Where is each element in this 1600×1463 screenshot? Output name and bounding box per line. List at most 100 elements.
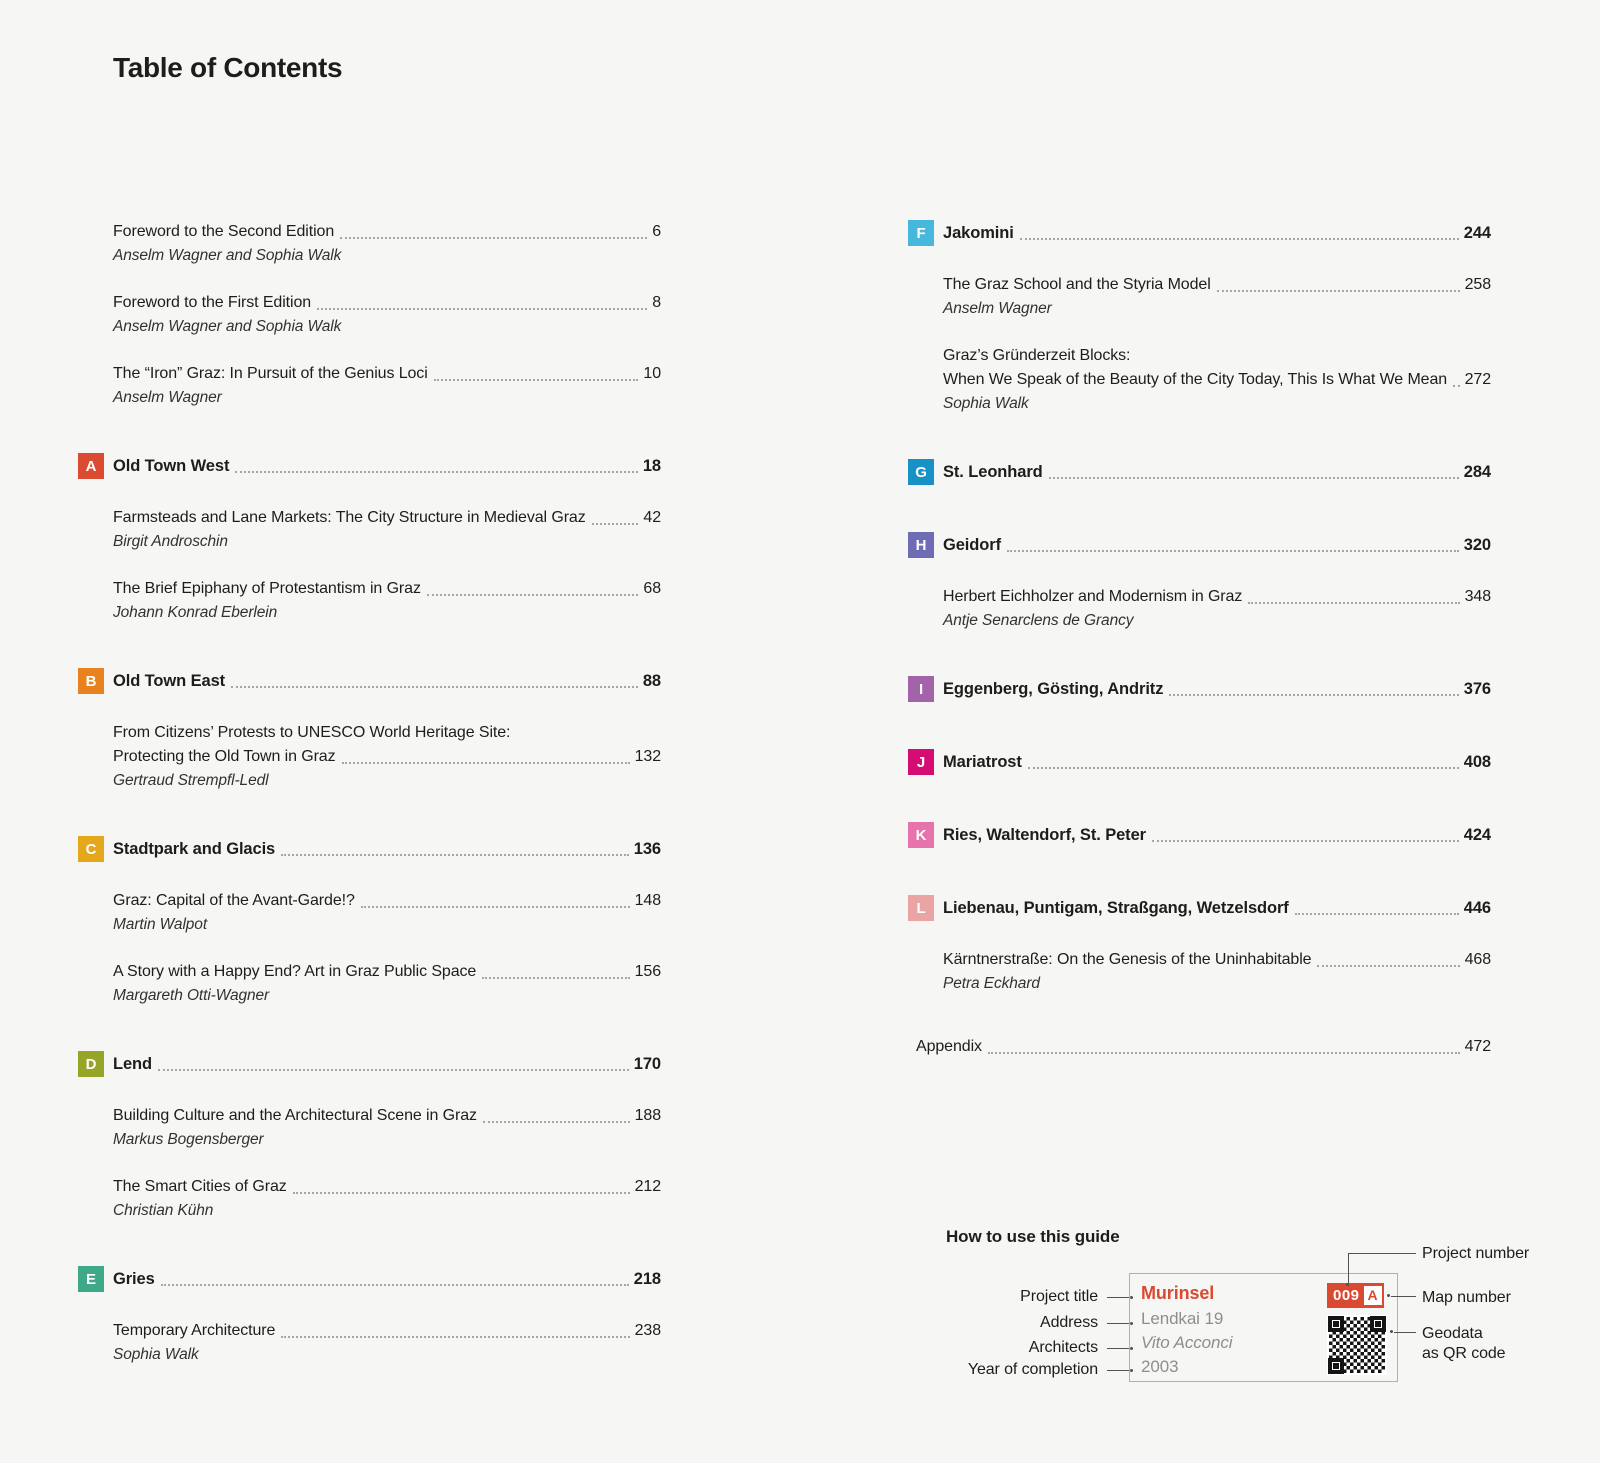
toc-entry-author: Anselm Wagner and Sophia Walk — [113, 318, 342, 335]
guide-label-year: Year of completion — [900, 1359, 1133, 1381]
guide-label-text: Address — [1040, 1314, 1098, 1331]
toc-entry-author: Anselm Wagner and Sophia Walk — [113, 247, 342, 264]
page-number: 238 — [634, 1322, 662, 1339]
page-number: 258 — [1464, 276, 1492, 293]
project-number-badge: 009 A — [1327, 1283, 1384, 1308]
dotted-leader — [160, 1283, 629, 1286]
qr-finder-icon — [1328, 1358, 1344, 1374]
section-badge: A — [78, 453, 104, 479]
toc-entry: From Citizens’ Protests to UNESCO World … — [78, 721, 661, 793]
dotted-leader — [1216, 289, 1460, 292]
guide-label-text: Year of completion — [967, 1361, 1098, 1378]
toc-entry-title: Graz: Capital of the Avant-Garde!? — [113, 892, 355, 909]
toc-appendix-row: Appendix 472 — [908, 1035, 1491, 1059]
project-number-value: 009 — [1333, 1287, 1360, 1304]
toc-section-title: Geidorf — [943, 536, 1001, 554]
toc-entry-title: Foreword to the Second Edition — [113, 223, 335, 240]
toc-entry-title-row: The Smart Cities of Graz 212 — [113, 1175, 661, 1199]
toc-section-title: Liebenau, Puntigam, Straßgang, Wetzelsdo… — [943, 899, 1289, 917]
connector-dot — [1390, 1330, 1393, 1333]
toc-section-l: L Liebenau, Puntigam, Straßgang, Wetzels… — [908, 895, 1491, 921]
dotted-leader — [360, 905, 630, 908]
toc-entry-title: Herbert Eichholzer and Modernism in Graz — [943, 588, 1243, 605]
toc-section-title-row: Mariatrost 408 — [943, 750, 1491, 774]
dotted-leader — [1019, 237, 1459, 240]
toc-section-title: Mariatrost — [943, 753, 1022, 771]
toc-entry-title: The Graz School and the Styria Model — [943, 276, 1211, 293]
qr-finder-icon — [1370, 1316, 1386, 1332]
dotted-leader — [1294, 912, 1459, 915]
page-number: 472 — [1464, 1038, 1492, 1055]
section-badge: D — [78, 1051, 104, 1077]
connector-dot — [1387, 1294, 1390, 1297]
dotted-leader — [281, 853, 629, 856]
connector-line — [1107, 1369, 1129, 1371]
section-badge: C — [78, 836, 104, 862]
section-badge: J — [908, 749, 934, 775]
toc-entry-title-row: The “Iron” Graz: In Pursuit of the Geniu… — [113, 362, 661, 386]
section-badge: I — [908, 676, 934, 702]
toc-entry: A Story with a Happy End? Art in Graz Pu… — [78, 960, 661, 1008]
connector-dot — [1346, 1283, 1349, 1286]
section-badge: K — [908, 822, 934, 848]
page-number: 170 — [633, 1055, 661, 1073]
toc-entry-title: Foreword to the First Edition — [113, 294, 312, 311]
dotted-leader — [158, 1068, 629, 1071]
page-number: 272 — [1464, 371, 1492, 388]
toc-entry-title-row: Temporary Architecture 238 — [113, 1319, 661, 1343]
toc-entry: Farmsteads and Lane Markets: The City St… — [78, 506, 661, 554]
toc-entry-title: Building Culture and the Architectural S… — [113, 1107, 477, 1124]
toc-section-title-row: Liebenau, Puntigam, Straßgang, Wetzelsdo… — [943, 896, 1491, 920]
toc-entry-title-line1: Graz’s Gründerzeit Blocks: — [943, 347, 1131, 364]
toc-entry-title-row: The Graz School and the Styria Model 258 — [943, 273, 1491, 297]
connector-dot — [1130, 1368, 1133, 1372]
toc-section-title-row: Old Town East 88 — [113, 669, 661, 693]
toc-section-title: Eggenberg, Gösting, Andritz — [943, 680, 1164, 698]
page-number: 10 — [643, 365, 661, 382]
dotted-leader — [340, 236, 648, 239]
dotted-leader — [482, 976, 630, 979]
toc-section-title: Stadtpark and Glacis — [113, 840, 276, 858]
toc-section-title-row: Eggenberg, Gösting, Andritz 376 — [943, 677, 1491, 701]
guide-label-geodata-line1: Geodata — [1422, 1325, 1483, 1342]
toc-entry-author: Johann Konrad Eberlein — [113, 604, 278, 621]
toc-entry-title-line1: From Citizens’ Protests to UNESCO World … — [113, 724, 511, 741]
toc-section-g: G St. Leonhard 284 — [908, 459, 1491, 485]
toc-entry-author: Anselm Wagner — [943, 300, 1052, 317]
toc-section-f: F Jakomini 244 — [908, 220, 1491, 246]
page-number: 424 — [1463, 826, 1491, 844]
page-number: 88 — [642, 672, 661, 690]
connector-line — [1107, 1322, 1129, 1324]
toc-entry: The “Iron” Graz: In Pursuit of the Geniu… — [78, 362, 661, 410]
connector-dot — [1130, 1346, 1133, 1350]
guide-label-project-number: Project number — [1422, 1245, 1530, 1262]
page-number: 408 — [1463, 753, 1491, 771]
toc-section-title-row: St. Leonhard 284 — [943, 460, 1491, 484]
guide-label-architects: Architects — [900, 1337, 1133, 1359]
toc-entry-title-row: Foreword to the Second Edition 6 — [113, 220, 661, 244]
guide-label-address: Address — [900, 1312, 1133, 1334]
toc-section-title-row: Ries, Waltendorf, St. Peter 424 — [943, 823, 1491, 847]
dotted-leader — [1169, 693, 1459, 696]
toc-entry-title-row: Kärntnerstraße: On the Genesis of the Un… — [943, 948, 1491, 972]
toc-entry-author: Sophia Walk — [113, 1346, 199, 1363]
toc-section-h: H Geidorf 320 — [908, 532, 1491, 558]
qr-finder-icon — [1328, 1316, 1344, 1332]
toc-entry: The Brief Epiphany of Protestantism in G… — [78, 577, 661, 625]
page-number: 156 — [634, 963, 662, 980]
dotted-leader — [1453, 384, 1460, 387]
toc-entry-title: The “Iron” Graz: In Pursuit of the Geniu… — [113, 365, 428, 382]
page-number: 18 — [642, 457, 661, 475]
toc-entry-title-line2: When We Speak of the Beauty of the City … — [943, 371, 1448, 388]
toc-section-title-row: Jakomini 244 — [943, 221, 1491, 245]
guide-sample-card: Murinsel Lendkai 19 Vito Acconci 2003 00… — [1129, 1273, 1398, 1382]
toc-entry: Foreword to the First Edition 8 Anselm W… — [78, 291, 661, 339]
toc-entry-title-row: When We Speak of the Beauty of the City … — [943, 368, 1491, 392]
connector-dot — [1130, 1295, 1133, 1299]
toc-section-title: Jakomini — [943, 224, 1014, 242]
dotted-leader — [1006, 549, 1459, 552]
dotted-leader — [341, 761, 630, 764]
toc-section-b: B Old Town East 88 — [78, 668, 661, 694]
toc-entry-title-row: Herbert Eichholzer and Modernism in Graz… — [943, 585, 1491, 609]
page-number: 284 — [1463, 463, 1491, 481]
